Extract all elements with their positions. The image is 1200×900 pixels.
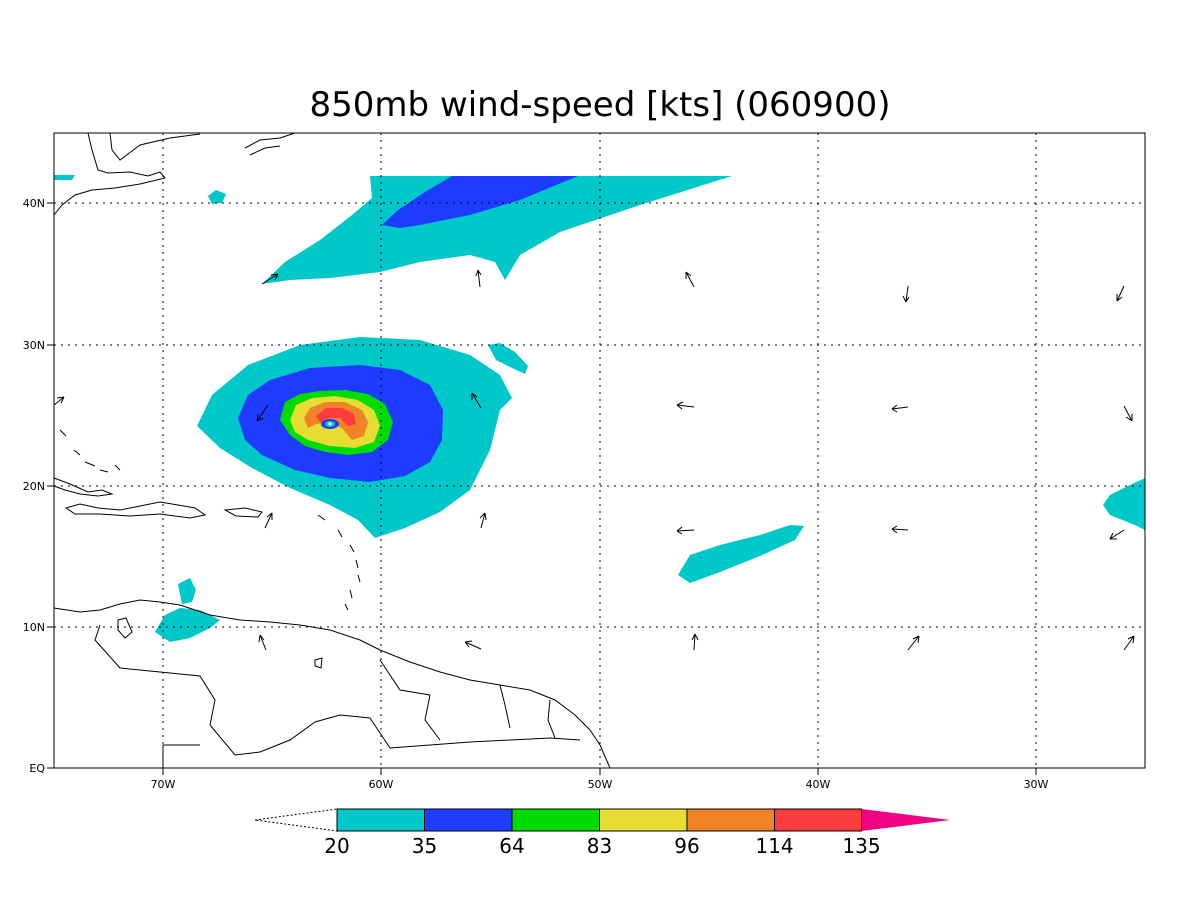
plot-area: 70W 60W 50W 40W 30W EQ 10N 20N 30N 40N bbox=[23, 132, 1146, 791]
colorbar-label: 135 bbox=[842, 834, 880, 858]
coast-hispaniola bbox=[64, 501, 207, 519]
patch-bermuda-area bbox=[488, 343, 528, 374]
lon-tick-label: 40W bbox=[806, 778, 831, 791]
wind-arrow bbox=[685, 271, 695, 288]
wind-arrow bbox=[907, 635, 920, 651]
coast-nova-scotia bbox=[109, 132, 201, 161]
colorbar-segment-96-114 bbox=[686, 808, 775, 832]
wind-arrow bbox=[891, 404, 909, 413]
coast-puerto-rico bbox=[223, 507, 263, 518]
wind-arrow bbox=[464, 640, 482, 650]
eye-core bbox=[328, 422, 332, 426]
colorbar-label: 20 bbox=[324, 834, 349, 858]
wind-arrow bbox=[691, 633, 699, 651]
wind-arrow bbox=[479, 512, 487, 529]
wind-arrow bbox=[261, 273, 279, 285]
patch-eastern-edge bbox=[1103, 478, 1145, 530]
wind-arrow bbox=[475, 269, 482, 288]
tick-marks bbox=[47, 202, 1037, 775]
map-title: 850mb wind-speed [kts] (060900) bbox=[310, 85, 891, 125]
colorbar-upper-extension bbox=[861, 809, 950, 831]
wind-arrow bbox=[676, 526, 695, 535]
wind-arrow bbox=[256, 404, 269, 422]
wind-arrow bbox=[1123, 635, 1135, 651]
wind-arrow bbox=[902, 285, 910, 303]
coast-cuba bbox=[53, 477, 114, 497]
coast-lesser-antilles bbox=[317, 514, 361, 611]
colorbar-segment-114-135 bbox=[774, 808, 862, 832]
patch-caribbean-south bbox=[155, 608, 220, 642]
wind-arrow bbox=[1109, 529, 1125, 540]
colorbar-label: 114 bbox=[755, 834, 793, 858]
wind-arrow bbox=[1123, 405, 1133, 422]
colorbar-segment-83-96 bbox=[599, 808, 688, 832]
wind-arrow bbox=[676, 401, 695, 410]
colorbar-label: 64 bbox=[499, 834, 524, 858]
gridlines bbox=[54, 133, 1145, 768]
wind-arrow bbox=[258, 634, 267, 651]
colorbar-label: 35 bbox=[412, 834, 437, 858]
wind-arrow bbox=[53, 396, 65, 406]
hurricane-114kt-region bbox=[316, 408, 356, 426]
colorbar: 20 35 64 83 96 114 135 bbox=[254, 808, 950, 858]
colorbar-segment-64-83 bbox=[511, 808, 600, 832]
lat-tick-label: 40N bbox=[23, 197, 45, 210]
patch-nw-corner bbox=[54, 175, 75, 180]
lat-tick-label: 20N bbox=[23, 480, 45, 493]
patch-northwest bbox=[208, 190, 226, 204]
patch-caribbean-north bbox=[178, 578, 196, 604]
wind-arrow bbox=[471, 392, 482, 409]
lat-tick-label: 30N bbox=[23, 339, 45, 352]
coast-bahamas bbox=[59, 429, 121, 473]
patch-southeast bbox=[678, 525, 804, 583]
wind-arrow bbox=[1116, 285, 1125, 302]
lon-tick-label: 30W bbox=[1024, 778, 1049, 791]
wind-arrow bbox=[891, 525, 909, 534]
jet-band-35kt bbox=[382, 176, 578, 228]
coast-maracaibo bbox=[117, 617, 133, 639]
coast-guiana-borders bbox=[379, 659, 556, 741]
lon-tick-label: 70W bbox=[151, 778, 176, 791]
lat-tick-label: 10N bbox=[23, 621, 45, 634]
wind-vectors bbox=[53, 269, 1135, 651]
wind-speed-shading bbox=[54, 175, 1145, 642]
colorbar-label: 83 bbox=[587, 834, 612, 858]
coast-trinidad bbox=[314, 657, 323, 669]
lat-tick-label: EQ bbox=[29, 762, 45, 775]
coast-venezuela-interior bbox=[94, 624, 581, 756]
coast-newfoundland bbox=[244, 132, 296, 156]
coast-south-america bbox=[53, 599, 611, 769]
lon-tick-label: 60W bbox=[369, 778, 394, 791]
coast-north-america bbox=[53, 132, 166, 216]
colorbar-label: 96 bbox=[674, 834, 699, 858]
colorbar-lower-extension bbox=[254, 808, 338, 832]
lon-tick-label: 50W bbox=[588, 778, 613, 791]
wind-arrow bbox=[264, 512, 273, 529]
colorbar-segment-35-64 bbox=[424, 808, 513, 832]
colorbar-segment-20-35 bbox=[336, 808, 425, 832]
